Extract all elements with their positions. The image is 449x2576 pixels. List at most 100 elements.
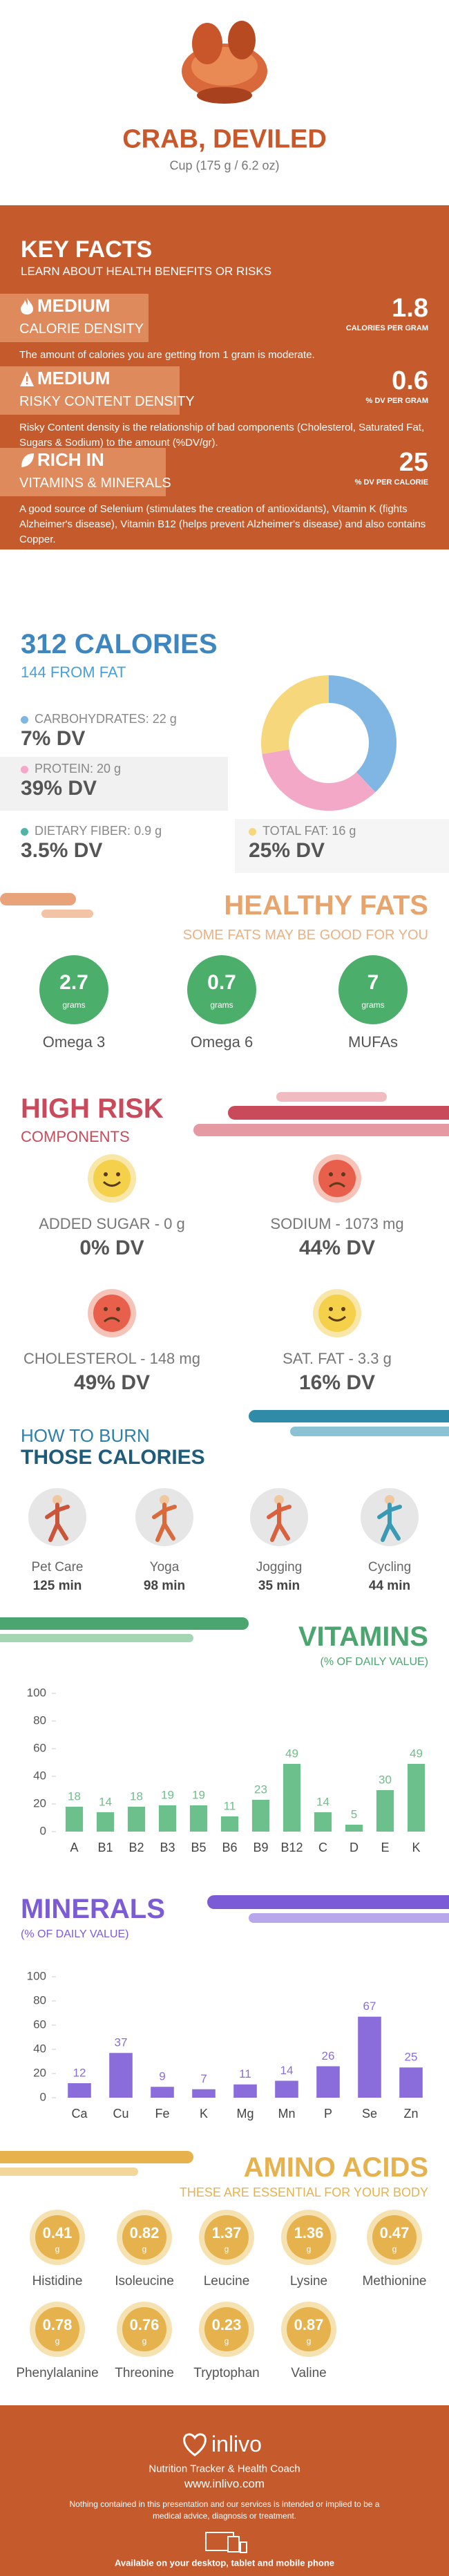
bar [283, 1764, 301, 1832]
value-label: 9 [159, 2070, 165, 2083]
amino-circle-inner [122, 2307, 166, 2351]
stripe [228, 1106, 449, 1120]
bar [314, 1812, 332, 1832]
amino-unit: g [55, 2336, 60, 2346]
activity-icon [28, 1488, 86, 1546]
amino-name: Phenylalanine [16, 2366, 99, 2380]
value-label: 12 [73, 2066, 86, 2079]
activity-time: 125 min [32, 1579, 82, 1593]
fact-unit: CALORIES PER GRAM [345, 324, 428, 332]
bar [96, 1812, 115, 1832]
value-label: 14 [280, 2064, 294, 2077]
disclaimer: Nothing contained in this presentation a… [69, 2499, 380, 2521]
y-tick-label: 40 [33, 1769, 46, 1782]
amino-circle-inner [204, 2215, 249, 2259]
fact-text: The amount of calories you are getting f… [19, 349, 315, 361]
macro-amount: 16 g [332, 824, 356, 838]
section-subtitle: THOSE CALORIES [21, 1446, 205, 1469]
value-label: 18 [130, 1789, 143, 1803]
x-tick-label: Zn [403, 2107, 418, 2121]
legend-dot [21, 716, 28, 724]
activity-name: Yoga [149, 1560, 180, 1574]
amino-value: 0.78 [42, 2316, 73, 2333]
value-label: 49 [285, 1747, 298, 1760]
amino-unit: g [224, 2244, 229, 2254]
amino-unit: g [142, 2244, 147, 2254]
stripe [0, 2151, 193, 2163]
macro-dv: 25% DV [249, 839, 325, 862]
y-tick-label: 100 [27, 1686, 46, 1699]
macro-name: DIETARY FIBER: [35, 824, 131, 838]
chart-subtitle: (% OF DAILY VALUE) [21, 1928, 129, 1940]
fact-text: A good source of Selenium (stimulates th… [19, 503, 426, 545]
section-title: KEY FACTS [21, 236, 153, 263]
face-icon [88, 1289, 136, 1337]
risk-label: ADDED SUGAR - 0 g [39, 1215, 185, 1232]
amino-value: 0.23 [211, 2316, 242, 2333]
bar [68, 2083, 91, 2098]
activity-name: Cycling [367, 1560, 412, 1574]
stripe [0, 1634, 193, 1642]
value-label: 5 [351, 1807, 357, 1821]
fat-name: Omega 3 [42, 1033, 106, 1051]
bar [316, 2066, 340, 2098]
x-tick-label: D [350, 1841, 359, 1854]
macro-label: PROTEIN: 20 g [35, 762, 121, 776]
value-label: 14 [99, 1795, 112, 1808]
stripe [276, 1092, 387, 1102]
activity-time: 98 min [143, 1579, 186, 1593]
x-tick-label: E [381, 1841, 389, 1854]
fact-unit: % DV PER GRAM [365, 397, 428, 405]
y-tick-label: 20 [33, 2066, 46, 2079]
amino-circle-inner [287, 2215, 331, 2259]
value-label: 18 [68, 1789, 81, 1803]
bar [233, 2084, 257, 2098]
bar [358, 2016, 381, 2098]
bar [109, 2053, 133, 2098]
bar [345, 1825, 363, 1832]
x-tick-label: K [200, 2107, 208, 2121]
amino-name: Threonine [115, 2366, 174, 2380]
activity-time: 35 min [258, 1579, 300, 1593]
bar [189, 1805, 208, 1832]
donut-slice [262, 749, 376, 811]
x-tick-label: Se [362, 2107, 377, 2121]
fat-circle [187, 955, 256, 1024]
fat-value: 0.7 [207, 971, 236, 994]
activity-time: 44 min [368, 1579, 411, 1593]
face-icon [313, 1289, 361, 1337]
fat-unit: grams [210, 1000, 233, 1010]
risk-dv: 0% DV [79, 1237, 144, 1259]
x-tick-label: Ca [71, 2107, 88, 2121]
devices-icon [205, 2532, 247, 2553]
y-tick-label: 60 [33, 1741, 46, 1754]
value-label: 26 [322, 2049, 335, 2062]
stripe [290, 1427, 449, 1436]
fact-unit: % DV PER CALORIE [354, 478, 428, 487]
value-label: 37 [115, 2036, 128, 2049]
x-tick-label: B2 [128, 1841, 144, 1854]
value-label: 23 [254, 1783, 267, 1796]
fat-circle [338, 955, 408, 1024]
amino-value: 0.41 [42, 2224, 73, 2241]
legend-dot [249, 828, 256, 836]
macro-dv: 7% DV [21, 727, 86, 750]
x-tick-label: B3 [160, 1841, 175, 1854]
amino-name: Valine [291, 2366, 327, 2380]
value-label: 25 [405, 2051, 418, 2064]
risk-dv: 44% DV [298, 1237, 376, 1259]
minerals-chart: 0 20 40 60 80 100 12 Ca 37 Cu 9 Fe 7 K 11 Mg 14 Mn 26 P 67 Se… [27, 1969, 423, 2121]
value-label: 67 [363, 2000, 376, 2013]
fact-icon [21, 453, 34, 467]
stripe [249, 1913, 449, 1923]
amino-unit: g [306, 2244, 312, 2254]
fact-label-box [0, 366, 180, 415]
value-label: 19 [192, 1788, 205, 1801]
amino-name: Histidine [32, 2274, 83, 2288]
fat-value: 2.7 [59, 971, 88, 994]
value-label: 14 [316, 1795, 329, 1808]
fat-circle [39, 955, 108, 1024]
value-label: 7 [200, 2072, 207, 2085]
macro-name: TOTAL FAT: [262, 824, 329, 838]
fact-icon [20, 371, 34, 386]
